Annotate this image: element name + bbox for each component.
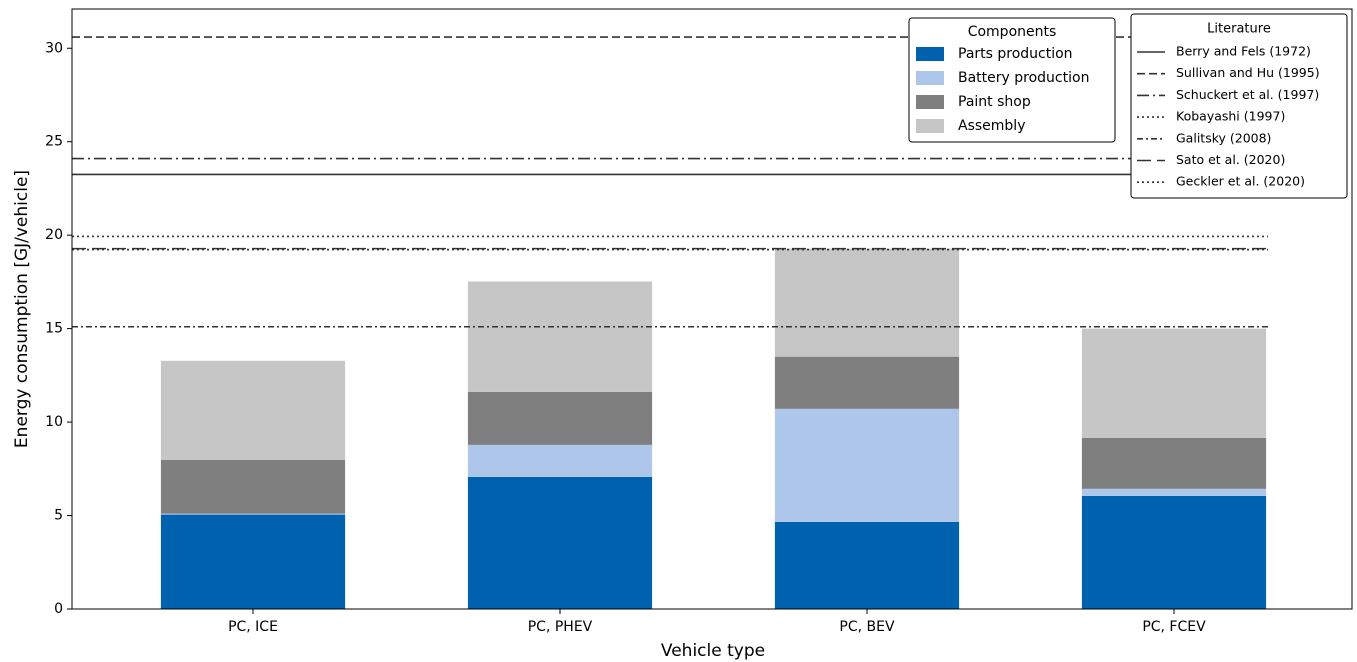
y-tick-label: 15: [45, 321, 63, 337]
legend-swatch: [916, 119, 944, 133]
y-tick-label: 0: [54, 601, 63, 617]
legend-swatch: [916, 71, 944, 85]
bar-segment: [1081, 488, 1267, 496]
y-tick-label: 5: [54, 508, 63, 524]
bar-segment: [1081, 437, 1267, 489]
y-axis-label: Energy consumption [GJ/vehicle]: [12, 170, 32, 448]
x-axis-label: Vehicle type: [661, 641, 765, 661]
legend-label: Assembly: [958, 118, 1025, 134]
legend-label: Galitsky (2008): [1176, 130, 1271, 145]
legend-label: Battery production: [958, 70, 1089, 86]
bar-segment: [774, 521, 960, 609]
legend-box: [908, 17, 1116, 143]
bar-segment: [467, 281, 653, 392]
legend-swatch: [916, 47, 944, 61]
legend-label: Berry and Fels (1972): [1176, 44, 1311, 59]
y-tick-label: 30: [45, 40, 63, 56]
bar-segment: [160, 459, 346, 514]
bar-segment: [774, 248, 960, 357]
legend-label: Paint shop: [958, 94, 1031, 110]
bar-segment: [160, 360, 346, 460]
x-tick-label: PC, ICE: [228, 619, 278, 635]
legend-label: Schuckert et al. (1997): [1176, 87, 1319, 102]
bar-segment: [160, 513, 346, 515]
bar-segment: [1081, 328, 1267, 438]
legend-title: Components: [968, 24, 1057, 40]
legend-label: Sullivan and Hu (1995): [1176, 65, 1320, 80]
legend-title: Literature: [1207, 22, 1271, 37]
y-tick-label: 20: [45, 227, 63, 243]
bar-segment: [467, 391, 653, 445]
x-tick-label: PC, FCEV: [1142, 619, 1206, 635]
axes-frame: [71, 8, 1353, 610]
legend-label: Geckler et al. (2020): [1176, 174, 1305, 189]
legend-swatch: [916, 95, 944, 109]
bar-segment: [774, 356, 960, 409]
bar-segment: [467, 444, 653, 477]
legend-label: Sato et al. (2020): [1176, 152, 1285, 167]
legend-box: [1130, 13, 1348, 199]
bar-segment: [160, 514, 346, 609]
x-tick-label: PC, BEV: [839, 619, 895, 635]
y-tick-label: 25: [45, 134, 63, 150]
legend-label: Kobayashi (1997): [1176, 109, 1285, 124]
y-tick-label: 10: [45, 414, 63, 430]
x-tick-label: PC, PHEV: [528, 619, 593, 635]
bar-segment: [774, 408, 960, 522]
legend-label: Parts production: [958, 46, 1073, 62]
bar-segment: [1081, 495, 1267, 609]
bar-segment: [467, 476, 653, 609]
